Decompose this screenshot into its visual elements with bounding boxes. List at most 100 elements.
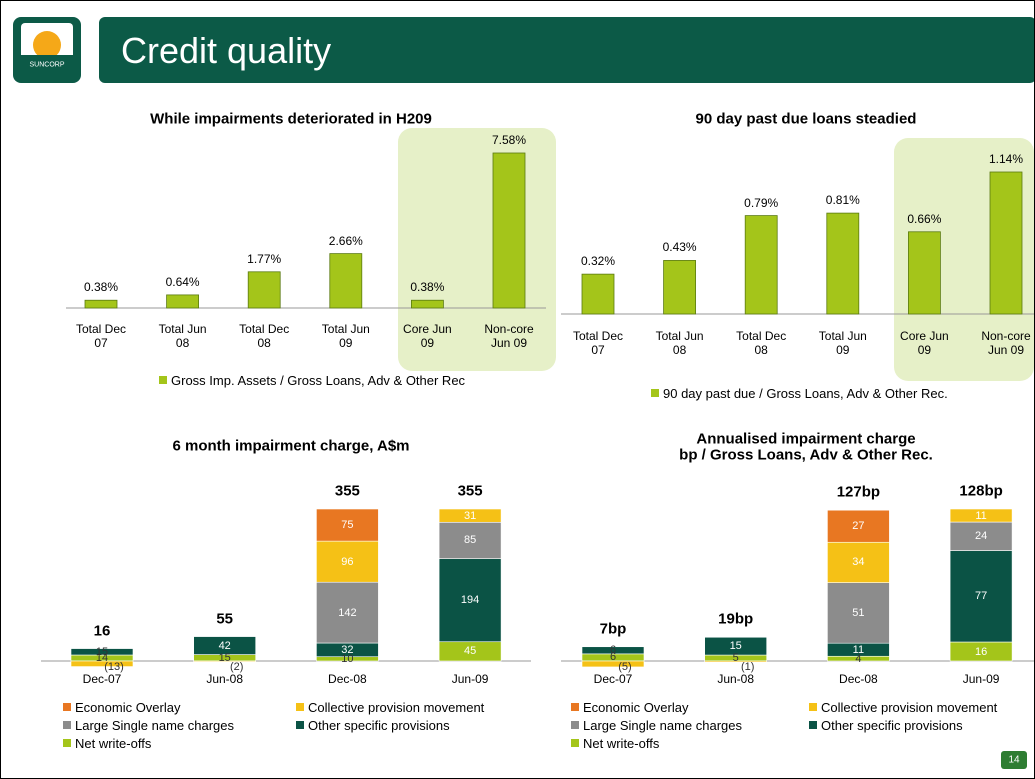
bar-segment [438, 558, 502, 643]
x-tick-label: Dec-07 [593, 672, 633, 686]
legend-label: Collective provision movement [821, 700, 998, 715]
legend-swatch [651, 389, 659, 397]
total-label: 127bp [836, 483, 881, 501]
x-tick-label: Total Jun 08 [655, 329, 704, 357]
x-tick-label: Total Dec 08 [736, 329, 787, 357]
legend-swatch [63, 703, 71, 711]
total-label: 355 [457, 482, 483, 500]
segment-label: (13) [104, 661, 124, 673]
x-tick-label: Core Jun 09 [403, 322, 452, 350]
bar-segment [316, 508, 379, 542]
x-tick-label: Dec-08 [328, 672, 367, 686]
bar-segment [827, 509, 890, 543]
bar [410, 299, 444, 309]
segment-label: 42 [218, 639, 231, 652]
legend-swatch [809, 703, 817, 711]
legend-item: Other specific provisions [809, 718, 963, 733]
bar-segment [704, 660, 768, 663]
bar [492, 152, 526, 309]
segment-label: 31 [463, 509, 477, 522]
segment-label: 16 [974, 645, 988, 658]
value-label: 0.38% [83, 280, 119, 295]
x-tick-label: Non-core Jun 09 [981, 329, 1031, 357]
bar-segment [438, 508, 502, 523]
total-label: 128bp [959, 482, 1003, 500]
segment-label: 75 [341, 519, 354, 532]
bar-segment [193, 636, 256, 655]
segment-label: 194 [460, 594, 480, 607]
segment-label: (5) [618, 661, 632, 673]
segment-label: 6 [609, 651, 617, 664]
legend-swatch [63, 721, 71, 729]
legend-label: Other specific provisions [308, 718, 450, 733]
bar-segment [949, 521, 1013, 551]
segment-label: 10 [341, 652, 354, 665]
legend-label: Large Single name charges [583, 718, 742, 733]
x-tick-label: Jun-08 [717, 672, 755, 686]
bar [166, 294, 200, 309]
value-label: 0.38% [410, 280, 445, 295]
legend-swatch [159, 376, 167, 384]
x-tick-label: Jun-09 [962, 672, 1000, 686]
legend-item: Net write-offs [571, 736, 659, 751]
legend-label: Large Single name charges [75, 718, 234, 733]
x-tick-label: Core Jun 09 [900, 329, 949, 357]
segment-label: 51 [852, 606, 865, 619]
x-tick-label: Total Jun 08 [158, 322, 207, 350]
legend-item: Gross Imp. Assets / Gross Loans, Adv & O… [159, 373, 465, 388]
total-label: 355 [334, 482, 360, 500]
segment-label: 15 [729, 640, 742, 653]
legend-label: Net write-offs [583, 736, 660, 751]
total-label: 19bp [718, 610, 754, 628]
legend-swatch [296, 703, 304, 711]
legend-item: Economic Overlay [63, 700, 180, 715]
bar [84, 299, 118, 309]
segment-label: 5 [732, 652, 739, 665]
bar [581, 273, 615, 315]
x-tick-label: Dec-07 [82, 672, 122, 686]
value-label: 0.32% [580, 254, 616, 269]
legend-label: Collective provision movement [308, 700, 485, 715]
chart-title: Annualised impairment charge [696, 430, 916, 448]
legend-swatch [63, 739, 71, 747]
legend-swatch [571, 703, 579, 711]
x-tick-label: Total Dec 08 [239, 322, 290, 350]
legend-label: Gross Imp. Assets / Gross Loans, Adv & O… [171, 373, 466, 388]
legend-item: Net write-offs [63, 736, 151, 751]
segment-label: 34 [852, 556, 865, 569]
x-tick-label: Total Dec 07 [572, 329, 624, 357]
segment-label: 6 [609, 644, 617, 657]
segment-label: 77 [974, 590, 988, 603]
bar-segment [316, 540, 379, 583]
bar-segment [581, 646, 645, 655]
x-tick-label: Total Jun 09 [321, 322, 370, 350]
bar-segment [316, 581, 379, 644]
bar [247, 271, 281, 309]
segment-label: 11 [852, 643, 865, 656]
value-label: 1.77% [247, 251, 282, 266]
bar [744, 215, 778, 315]
segment-label: 15 [95, 645, 109, 658]
value-label: 0.66% [907, 211, 942, 226]
total-label: 16 [93, 622, 111, 640]
legend-item: Economic Overlay [571, 700, 688, 715]
value-label: 7.58% [491, 133, 527, 147]
legend-item: Collective provision movement [809, 700, 997, 715]
bar-segment [581, 660, 645, 668]
segment-label: 96 [341, 555, 354, 568]
bar-segment [70, 660, 134, 667]
bar-segment [70, 648, 134, 656]
value-label: 1.14% [988, 152, 1024, 166]
total-label: 7bp [599, 620, 627, 638]
segment-label: 11 [975, 509, 987, 522]
bar [329, 253, 363, 309]
legend-label: Economic Overlay [583, 700, 689, 715]
bar-segment [827, 582, 890, 644]
legend-item: 90 day past due / Gross Loans, Adv & Oth… [651, 386, 948, 401]
legend-label: 90 day past due / Gross Loans, Adv & Oth… [663, 386, 948, 401]
legend-item: Collective provision movement [296, 700, 484, 715]
logo-text: SUNCORP [29, 61, 65, 69]
slide-title: Credit quality [121, 30, 332, 71]
